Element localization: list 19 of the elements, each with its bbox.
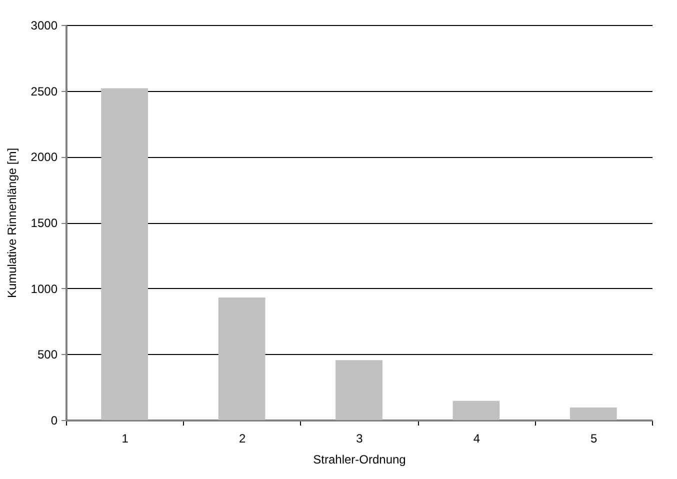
- y-tick-label: 2000: [30, 150, 58, 164]
- y-tick-label: 500: [37, 348, 58, 362]
- y-tick-label: 3000: [30, 18, 58, 32]
- y-tick-label: 2500: [30, 84, 58, 98]
- x-axis-title: Strahler-Ordnung: [313, 452, 406, 466]
- y-tick-label: 1500: [30, 216, 58, 230]
- x-tick-label: 5: [590, 432, 598, 446]
- bar: [570, 407, 617, 420]
- bar: [452, 400, 500, 420]
- y-tick-label: 1000: [30, 282, 58, 296]
- x-tick-label: 2: [238, 432, 246, 446]
- y-tick-label: 0: [50, 414, 58, 428]
- bar: [101, 88, 148, 420]
- bar: [218, 298, 266, 420]
- bar: [336, 360, 382, 420]
- x-tick-label: 1: [122, 432, 129, 446]
- y-axis-title: Kumulative Rinnenlänge [m]: [4, 148, 19, 298]
- x-tick-label: 3: [356, 432, 364, 446]
- x-tick-label: 4: [473, 432, 480, 446]
